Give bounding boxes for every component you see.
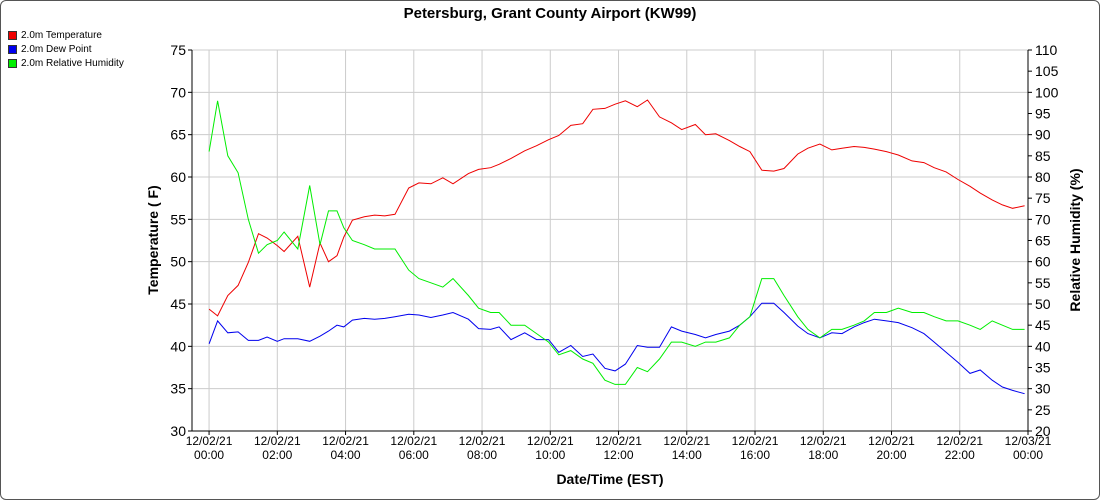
y-left-tick-label: 40	[170, 338, 186, 354]
grid-lines	[192, 49, 1029, 432]
legend-item-dew-point: 2.0m Dew Point	[8, 42, 124, 56]
series-line-dew-point	[208, 302, 1025, 395]
y-right-tick-label: 40	[1035, 338, 1051, 354]
x-tick-label-time: 04:00	[331, 448, 361, 462]
y-right-tick-label: 50	[1035, 296, 1051, 312]
y-left-tick-label: 70	[170, 84, 186, 100]
axes: 12/02/2100:0012/02/2102:0012/02/2104:001…	[170, 42, 1058, 462]
x-tick-label-time: 06:00	[399, 448, 429, 462]
y-right-tick-label: 85	[1035, 148, 1051, 164]
x-tick-label-date: 12/02/21	[322, 434, 369, 448]
y-right-tick-label: 110	[1035, 42, 1058, 58]
y-right-tick-label: 105	[1035, 63, 1059, 79]
y-right-tick-label: 100	[1035, 84, 1059, 100]
x-tick-label-time: 16:00	[740, 448, 770, 462]
legend-swatch-relative-humidity	[8, 58, 17, 68]
legend-swatch-temperature	[8, 30, 17, 40]
y-right-tick-label: 65	[1035, 233, 1051, 249]
y-right-tick-label: 30	[1035, 381, 1051, 397]
x-tick-label-time: 18:00	[808, 448, 838, 462]
x-tick-label-time: 00:00	[1013, 448, 1043, 462]
x-tick-label-time: 10:00	[535, 448, 565, 462]
y-right-tick-label: 80	[1035, 169, 1051, 185]
y-left-tick-label: 65	[170, 127, 186, 143]
x-tick-label-time: 00:00	[194, 448, 224, 462]
legend-item-temperature: 2.0m Temperature	[8, 28, 124, 42]
y-right-tick-label: 95	[1035, 106, 1051, 122]
legend-item-relative-humidity: 2.0m Relative Humidity	[8, 56, 124, 70]
x-tick-label-date: 12/02/21	[800, 434, 847, 448]
x-tick-label-time: 12:00	[604, 448, 634, 462]
x-tick-label-date: 12/02/21	[663, 434, 710, 448]
x-tick-label-date: 12/02/21	[595, 434, 642, 448]
series-lines	[208, 99, 1025, 395]
y-right-tick-label: 60	[1035, 254, 1051, 270]
y-right-tick-label: 90	[1035, 127, 1051, 143]
y-left-tick-label: 35	[170, 381, 186, 397]
y-right-tick-label: 55	[1035, 275, 1051, 291]
y-right-tick-label: 35	[1035, 360, 1051, 376]
legend-label-relative-humidity: 2.0m Relative Humidity	[21, 57, 124, 69]
x-tick-label-date: 12/02/21	[527, 434, 574, 448]
x-tick-label-date: 12/02/21	[186, 434, 233, 448]
x-tick-label-date: 12/02/21	[390, 434, 437, 448]
y-left-tick-label: 60	[170, 169, 186, 185]
y-right-tick-label: 70	[1035, 211, 1051, 227]
x-tick-label-date: 12/02/21	[254, 434, 301, 448]
y-right-tick-label: 45	[1035, 317, 1051, 333]
x-tick-label-date: 12/02/21	[936, 434, 983, 448]
y-left-tick-label: 50	[170, 254, 186, 270]
y-left-tick-label: 75	[170, 42, 186, 58]
chart-title: Petersburg, Grant County Airport (KW99)	[403, 5, 697, 22]
y-axis-right-label: Relative Humidity (%)	[1067, 168, 1083, 311]
legend-label-temperature: 2.0m Temperature	[21, 29, 102, 41]
x-tick-label-time: 20:00	[876, 448, 906, 462]
y-left-tick-label: 45	[170, 296, 186, 312]
x-axis-label: Date/Time (EST)	[556, 471, 663, 487]
y-right-tick-label: 25	[1035, 402, 1051, 418]
x-tick-label-date: 12/02/21	[459, 434, 506, 448]
y-left-tick-label: 30	[170, 423, 186, 439]
x-tick-label-time: 08:00	[467, 448, 497, 462]
x-tick-label-time: 14:00	[672, 448, 702, 462]
series-line-temperature	[208, 99, 1025, 317]
axis-labels: Date/Time (EST) Temperature ( F) Relativ…	[145, 168, 1083, 487]
x-tick-label-date: 12/02/21	[732, 434, 779, 448]
y-axis-left-label: Temperature ( F)	[145, 185, 161, 294]
x-tick-label-date: 12/03/21	[1005, 434, 1052, 448]
x-tick-label-time: 22:00	[945, 448, 975, 462]
legend-swatch-dew-point	[8, 44, 17, 54]
x-tick-label-time: 02:00	[262, 448, 292, 462]
y-right-tick-label: 20	[1035, 423, 1051, 439]
x-tick-label-date: 12/02/21	[868, 434, 915, 448]
y-right-tick-label: 75	[1035, 190, 1051, 206]
chart-legend: 2.0m Temperature 2.0m Dew Point 2.0m Rel…	[8, 28, 124, 70]
y-left-tick-label: 55	[170, 211, 186, 227]
series-line-relative-humidity	[208, 100, 1025, 385]
legend-label-dew-point: 2.0m Dew Point	[21, 43, 92, 55]
